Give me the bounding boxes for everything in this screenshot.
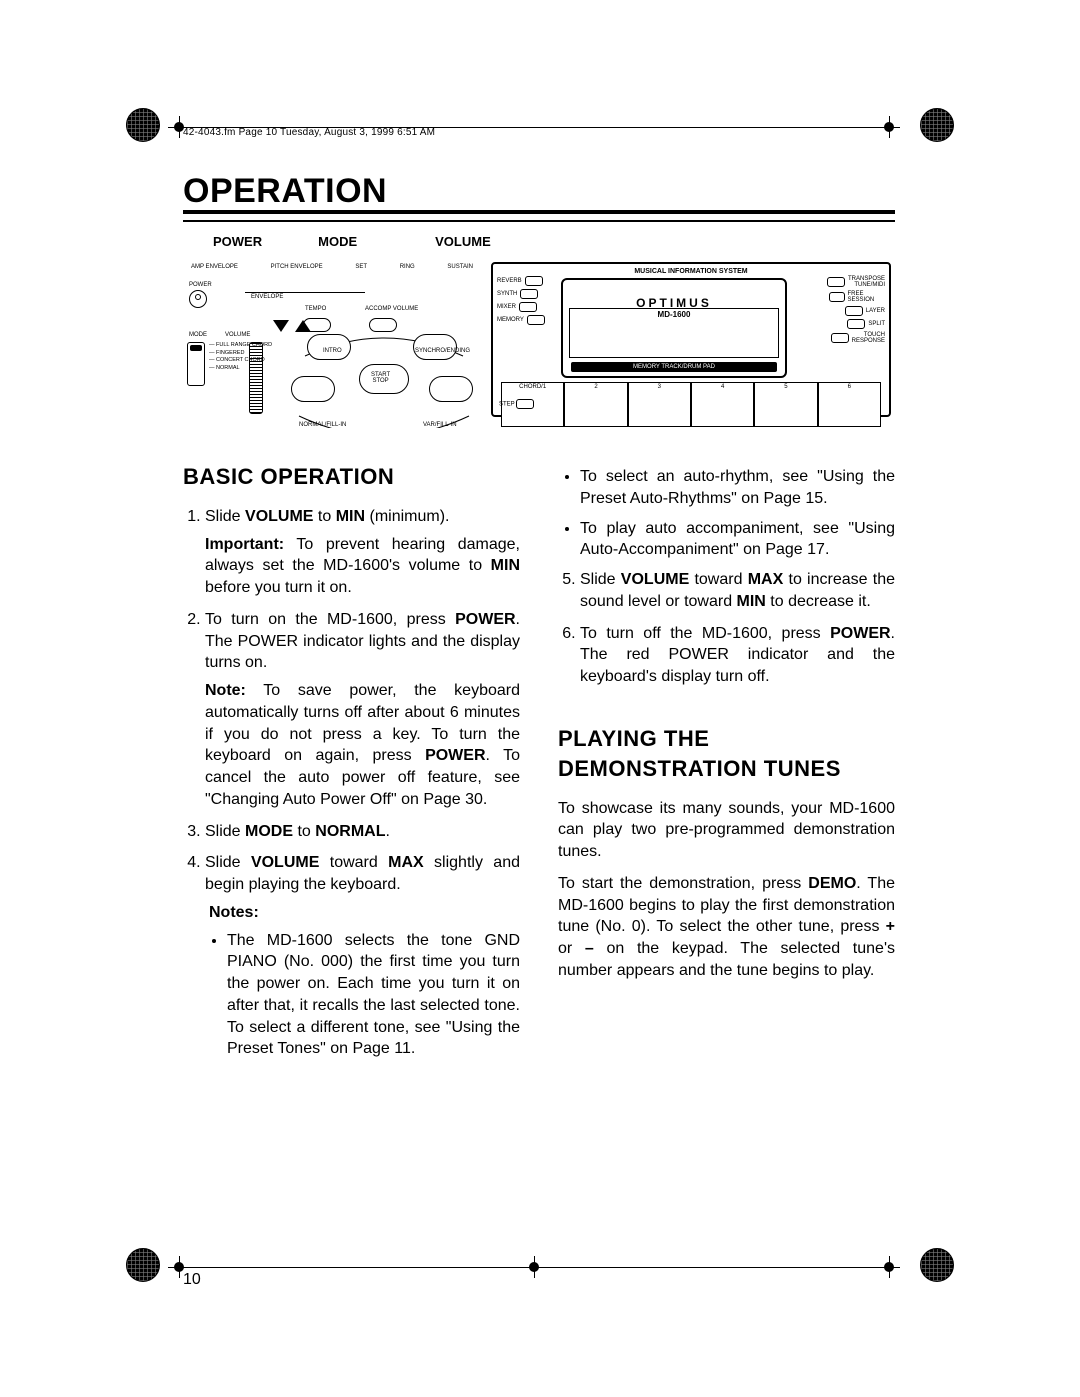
crop-globe-icon — [920, 108, 954, 142]
label-volume: VOLUME — [435, 234, 491, 249]
button-icon — [516, 399, 534, 409]
right-column: To select an auto-rhythm, see "Using the… — [558, 462, 895, 1070]
crop-rule — [179, 1267, 899, 1268]
step-4: Slide VOLUME toward MAX slightly and beg… — [205, 852, 520, 1060]
label-power: POWER — [213, 234, 262, 249]
mode-label: MODE — [189, 332, 207, 338]
note-item: To select an auto-rhythm, see "Using the… — [580, 466, 895, 510]
note-item: To play auto accompaniment, see "Using A… — [580, 518, 895, 562]
crop-globe-icon — [126, 108, 160, 142]
label-mode: MODE — [318, 234, 357, 249]
crop-globe-icon — [126, 1248, 160, 1282]
title-rule — [183, 210, 895, 222]
demo-paragraph-1: To showcase its many sounds, your MD-160… — [558, 798, 895, 863]
memory-track-strip: MEMORY TRACK/DRUM PAD — [571, 362, 777, 372]
envelope-label: ENVELOPE — [251, 294, 283, 300]
notes-list: The MD-1600 selects the tone GND PIANO (… — [205, 930, 520, 1061]
volume-label: VOLUME — [225, 332, 250, 338]
lcd-inner — [569, 308, 779, 358]
figure-callout-labels: POWER MODE VOLUME — [183, 234, 491, 249]
manual-page: { "header_line": "42-4043.fm Page 10 Tue… — [0, 0, 1080, 1397]
var-fillin-label: VAR/FILL-IN — [423, 422, 457, 428]
step-2-note: Note: To save power, the keyboard automa… — [205, 680, 520, 811]
mode-switch-icon — [187, 342, 205, 386]
button-icon — [845, 306, 863, 316]
lcd-screen: OPTIMUS MD-1600 MEMORY TRACK/DRUM PAD — [561, 278, 787, 378]
oval-button-icon — [413, 334, 457, 360]
intro-label: INTRO — [323, 348, 342, 354]
start-stop-label: STARTSTOP — [371, 372, 390, 384]
body-columns: BASIC OPERATION Slide VOLUME to MIN (min… — [183, 462, 895, 1070]
control-panel-figure: POWER MODE VOLUME AMP ENVELOPE PITCH ENV… — [183, 234, 895, 434]
button-icon — [519, 302, 537, 312]
step-3: Slide MODE to NORMAL. — [205, 821, 520, 843]
section-heading-demo-tunes: PLAYING THE DEMONSTRATION TUNES — [558, 724, 895, 784]
tempo-label: TEMPO — [305, 306, 326, 312]
page-number: 10 — [183, 1271, 201, 1289]
crop-globe-icon — [920, 1248, 954, 1282]
notes-list-continued: To select an auto-rhythm, see "Using the… — [558, 466, 895, 561]
normal-fillin-label: NORMAL/FILL-IN — [299, 422, 346, 428]
steps-list: Slide VOLUME to MIN (minimum). Important… — [183, 506, 520, 1060]
button-icon — [527, 315, 545, 325]
step-2: To turn on the MD-1600, press POWER. The… — [205, 609, 520, 811]
page-header-meta: 42-4043.fm Page 10 Tuesday, August 3, 19… — [183, 127, 897, 138]
button-icon — [520, 289, 538, 299]
left-button-column: REVERB SYNTH MIXER MEMORY — [497, 276, 553, 325]
left-column: BASIC OPERATION Slide VOLUME to MIN (min… — [183, 462, 520, 1070]
step-1-important: Important: To prevent hearing damage, al… — [205, 534, 520, 599]
button-icon — [829, 292, 845, 302]
right-display-panel: MUSICAL INFORMATION SYSTEM OPTIMUS MD-16… — [491, 262, 891, 417]
right-button-column: TRANSPOSE TUNE/MIDI FREE SESSION LAYER S… — [829, 276, 885, 344]
left-control-panel: AMP ENVELOPE PITCH ENVELOPE SET RING SUS… — [183, 256, 481, 426]
triangle-down-icon — [273, 320, 289, 332]
button-icon — [525, 276, 543, 286]
steps-list-continued: Slide VOLUME toward MAX to increase the … — [558, 569, 895, 688]
oval-button-icon — [307, 334, 351, 360]
top-row-labels: AMP ENVELOPE PITCH ENVELOPE SET RING SUS… — [191, 264, 473, 270]
note-item: The MD-1600 selects the tone GND PIANO (… — [227, 930, 520, 1061]
button-icon — [827, 277, 845, 287]
power-led-icon — [195, 294, 201, 300]
oval-button-icon — [291, 376, 335, 402]
page-title: OPERATION — [183, 172, 387, 211]
section-heading-basic-operation: BASIC OPERATION — [183, 462, 520, 492]
button-icon — [831, 333, 849, 343]
oval-button-icon — [429, 376, 473, 402]
step-1: Slide VOLUME to MIN (minimum). Important… — [205, 506, 520, 599]
demo-paragraph-2: To start the demonstration, press DEMO. … — [558, 873, 895, 982]
button-icon — [847, 319, 865, 329]
mis-label: MUSICAL INFORMATION SYSTEM — [493, 268, 889, 275]
accomp-volume-label: ACCOMP VOLUME — [365, 306, 418, 312]
step-5: Slide VOLUME toward MAX to increase the … — [580, 569, 895, 613]
chord-row: CHORD/1 2 3 4 5 6 — [501, 382, 881, 427]
volume-slider-icon — [249, 342, 263, 414]
step-6: To turn off the MD-1600, press POWER. Th… — [580, 623, 895, 688]
divider-line — [245, 292, 365, 293]
notes-heading: Notes: — [209, 902, 520, 924]
synchro-ending-label: SYNCHRO/ENDING — [415, 348, 470, 354]
step-button: STEP — [499, 399, 534, 409]
